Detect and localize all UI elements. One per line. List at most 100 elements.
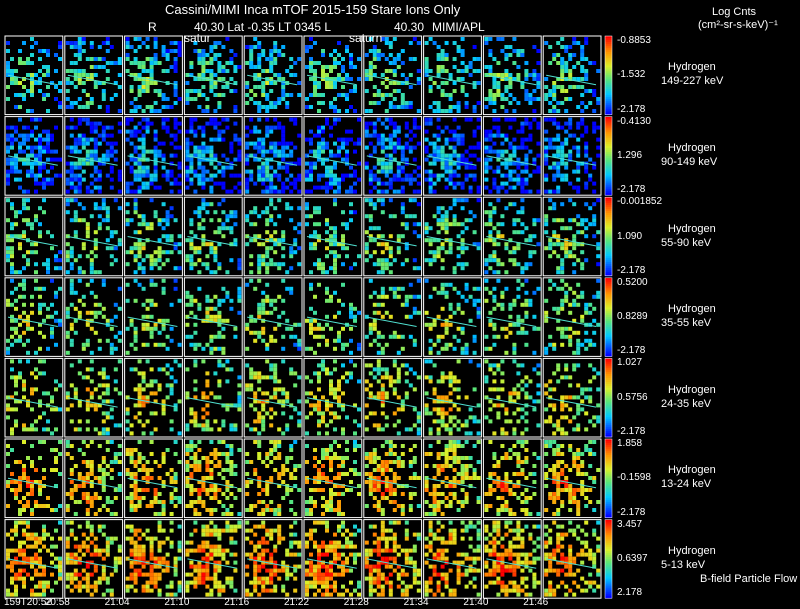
heat-cell xyxy=(125,326,130,331)
heat-cell xyxy=(201,149,206,154)
heat-cell xyxy=(313,234,317,239)
colorbar-segment xyxy=(605,189,612,192)
heat-cell xyxy=(556,306,561,311)
heat-cell xyxy=(396,246,401,251)
heat-cell xyxy=(305,206,309,211)
heat-cell xyxy=(77,403,82,408)
heat-cell xyxy=(117,121,122,126)
heat-cell xyxy=(10,145,14,150)
heat-cell xyxy=(205,210,210,215)
heat-cell xyxy=(137,169,142,174)
heat-cell xyxy=(54,318,58,323)
heat-cell xyxy=(69,290,74,295)
heat-cell xyxy=(468,218,473,223)
heat-cell xyxy=(313,242,317,247)
heat-cell xyxy=(97,157,102,162)
heat-cell xyxy=(464,149,469,154)
heat-cell xyxy=(14,306,18,311)
heat-cell xyxy=(321,77,325,81)
heat-cell xyxy=(217,226,222,231)
heat-cell xyxy=(396,294,401,299)
heat-cell xyxy=(205,266,210,271)
heat-cell xyxy=(73,464,78,468)
heat-cell xyxy=(560,141,565,146)
heat-cell xyxy=(512,218,517,223)
heat-cell xyxy=(428,346,433,351)
heat-cell xyxy=(337,242,341,247)
heat-cell xyxy=(253,375,258,380)
heat-cell xyxy=(257,375,262,380)
heat-cell xyxy=(372,226,377,231)
heat-cell xyxy=(400,403,405,408)
heat-cell xyxy=(349,218,353,223)
heat-cell xyxy=(408,314,413,319)
heat-cell xyxy=(69,403,74,408)
heat-cell xyxy=(357,379,361,384)
heat-cell xyxy=(556,427,561,432)
heat-cell xyxy=(50,234,54,239)
heat-cell xyxy=(201,391,206,396)
heat-cell xyxy=(42,198,46,203)
heat-cell xyxy=(38,440,42,444)
heat-cell xyxy=(73,149,78,154)
heat-cell xyxy=(161,117,166,122)
heat-cell xyxy=(153,37,158,41)
heat-cell xyxy=(392,61,397,65)
panel-r1-c1 xyxy=(65,117,122,194)
heat-cell xyxy=(317,173,321,178)
heat-cell xyxy=(392,133,397,138)
heat-cell xyxy=(293,334,298,339)
heat-cell xyxy=(289,65,294,69)
heat-cell xyxy=(484,137,489,142)
heat-cell xyxy=(229,61,234,65)
heat-cell xyxy=(337,61,341,65)
heat-cell xyxy=(185,391,190,396)
heat-cell xyxy=(18,234,22,239)
heat-cell xyxy=(500,73,505,77)
heat-cell xyxy=(576,137,581,142)
heat-cell xyxy=(341,222,345,227)
heat-cell xyxy=(42,145,46,150)
heat-cell xyxy=(153,169,158,174)
heat-cell xyxy=(65,234,70,239)
panel-border xyxy=(542,116,602,196)
heat-cell xyxy=(77,427,82,432)
heat-cell xyxy=(281,334,286,339)
heat-cell xyxy=(149,198,154,203)
heat-cell xyxy=(321,326,325,331)
heat-cell xyxy=(46,258,50,263)
heat-cell xyxy=(105,214,110,219)
heat-cell xyxy=(544,222,549,227)
colorbar-segment xyxy=(605,415,612,418)
heat-cell xyxy=(93,330,98,335)
heat-cell xyxy=(141,322,146,327)
heat-cell xyxy=(592,415,597,420)
heat-cell xyxy=(380,266,385,271)
heat-cell xyxy=(476,145,481,150)
heat-cell xyxy=(129,85,134,89)
heat-cell xyxy=(161,407,166,412)
heat-cell xyxy=(380,121,385,126)
heat-cell xyxy=(464,218,469,223)
heat-cell xyxy=(6,302,10,307)
heat-cell xyxy=(22,278,26,283)
heat-cell xyxy=(93,492,98,496)
heat-cell xyxy=(38,230,42,235)
heat-cell xyxy=(400,93,405,97)
heat-cell xyxy=(58,89,62,93)
heat-cell xyxy=(73,69,78,73)
b-field-line xyxy=(67,397,118,408)
heat-cell xyxy=(54,379,58,384)
heat-cell xyxy=(576,403,581,408)
heat-cell xyxy=(46,391,50,396)
heat-cell xyxy=(89,161,94,166)
heat-cell xyxy=(197,125,202,130)
heat-cell xyxy=(89,41,94,45)
heat-cell xyxy=(237,262,242,267)
heat-cell xyxy=(560,407,565,412)
heat-cell xyxy=(440,206,445,211)
heat-cell xyxy=(269,129,274,134)
heat-cell xyxy=(85,375,90,380)
heat-cell xyxy=(153,342,158,347)
heat-cell xyxy=(484,97,489,101)
